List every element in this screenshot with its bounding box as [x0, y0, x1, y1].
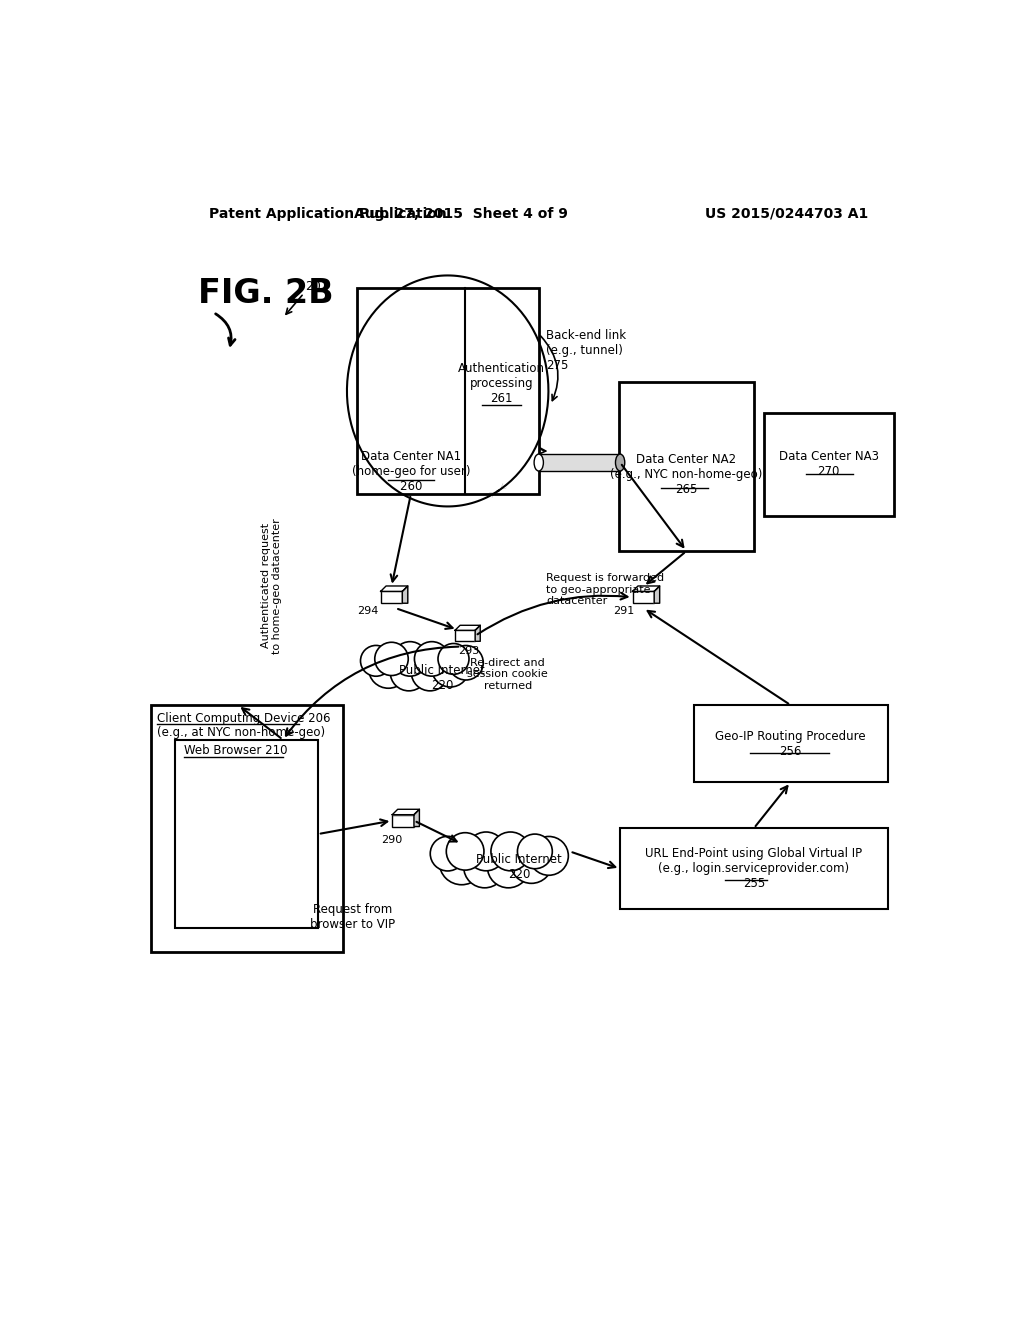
- Circle shape: [432, 649, 469, 686]
- Text: 201: 201: [305, 280, 329, 293]
- Text: Request is forwarded
to geo-appropriate
datacenter: Request is forwarded to geo-appropriate …: [547, 573, 665, 606]
- Circle shape: [446, 833, 484, 870]
- Bar: [693, 705, 888, 781]
- Polygon shape: [392, 809, 420, 814]
- Polygon shape: [654, 586, 659, 603]
- Circle shape: [529, 837, 568, 875]
- Bar: [392, 814, 414, 826]
- Bar: [381, 591, 402, 603]
- Polygon shape: [402, 586, 408, 603]
- Circle shape: [517, 834, 552, 869]
- Circle shape: [439, 841, 484, 884]
- Text: Public Internet
220: Public Internet 220: [399, 664, 484, 692]
- Ellipse shape: [535, 454, 544, 471]
- Circle shape: [449, 645, 483, 680]
- Bar: [174, 739, 317, 928]
- Text: Authentication
processing
261: Authentication processing 261: [458, 362, 545, 405]
- Text: Data Center NA2
(e.g., NYC non-home-geo)
265: Data Center NA2 (e.g., NYC non-home-geo)…: [610, 453, 763, 495]
- Text: Client Computing Device 206: Client Computing Device 206: [158, 713, 331, 726]
- Polygon shape: [475, 626, 480, 642]
- Ellipse shape: [615, 454, 625, 471]
- Polygon shape: [633, 586, 659, 591]
- Bar: [633, 591, 654, 603]
- Text: 291: 291: [613, 606, 635, 616]
- Circle shape: [510, 842, 552, 883]
- Circle shape: [430, 837, 465, 871]
- Bar: [152, 705, 343, 952]
- Bar: [764, 412, 894, 516]
- Circle shape: [490, 832, 530, 871]
- Text: Authenticated request
to home-geo datacenter: Authenticated request to home-geo datace…: [260, 517, 283, 653]
- Circle shape: [369, 649, 409, 688]
- Circle shape: [375, 643, 409, 676]
- Bar: [539, 454, 621, 471]
- Bar: [621, 829, 888, 909]
- Circle shape: [415, 642, 450, 676]
- Circle shape: [464, 846, 506, 888]
- Text: 290: 290: [381, 834, 402, 845]
- Polygon shape: [414, 809, 420, 826]
- Text: Web Browser 210: Web Browser 210: [183, 744, 288, 758]
- Text: Data Center NA3
270: Data Center NA3 270: [778, 450, 879, 478]
- Circle shape: [390, 653, 427, 690]
- Circle shape: [360, 645, 391, 676]
- Polygon shape: [381, 586, 408, 591]
- Circle shape: [412, 653, 449, 690]
- Text: URL End-Point using Global Virtual IP
(e.g., login.serviceprovider.com)
255: URL End-Point using Global Virtual IP (e…: [645, 847, 862, 890]
- Bar: [618, 381, 755, 552]
- Text: US 2015/0244703 A1: US 2015/0244703 A1: [706, 207, 868, 220]
- Bar: [356, 288, 539, 494]
- Text: Back-end link
(e.g., tunnel)
275: Back-end link (e.g., tunnel) 275: [547, 330, 627, 372]
- Text: 294: 294: [357, 606, 379, 616]
- Circle shape: [438, 644, 469, 675]
- Text: Geo-IP Routing Procedure
256: Geo-IP Routing Procedure 256: [716, 730, 866, 758]
- Circle shape: [393, 642, 427, 676]
- Text: Aug. 27, 2015  Sheet 4 of 9: Aug. 27, 2015 Sheet 4 of 9: [354, 207, 568, 220]
- Text: Re-direct and
session cookie
returned: Re-direct and session cookie returned: [467, 657, 548, 690]
- Circle shape: [467, 832, 506, 871]
- Text: Data Center NA1
(home-geo for user)
⁠260: Data Center NA1 (home-geo for user) ⁠260: [351, 450, 470, 492]
- Text: (e.g., at NYC non-home-geo): (e.g., at NYC non-home-geo): [158, 726, 326, 739]
- Text: Request from
browser to VIP: Request from browser to VIP: [310, 903, 395, 931]
- Text: Patent Application Publication: Patent Application Publication: [209, 207, 447, 220]
- Bar: [455, 630, 475, 642]
- Polygon shape: [455, 626, 480, 630]
- Text: FIG. 2B: FIG. 2B: [198, 277, 334, 310]
- Circle shape: [487, 846, 529, 888]
- Text: 293: 293: [459, 647, 479, 656]
- Text: Public Internet
220: Public Internet 220: [476, 853, 562, 880]
